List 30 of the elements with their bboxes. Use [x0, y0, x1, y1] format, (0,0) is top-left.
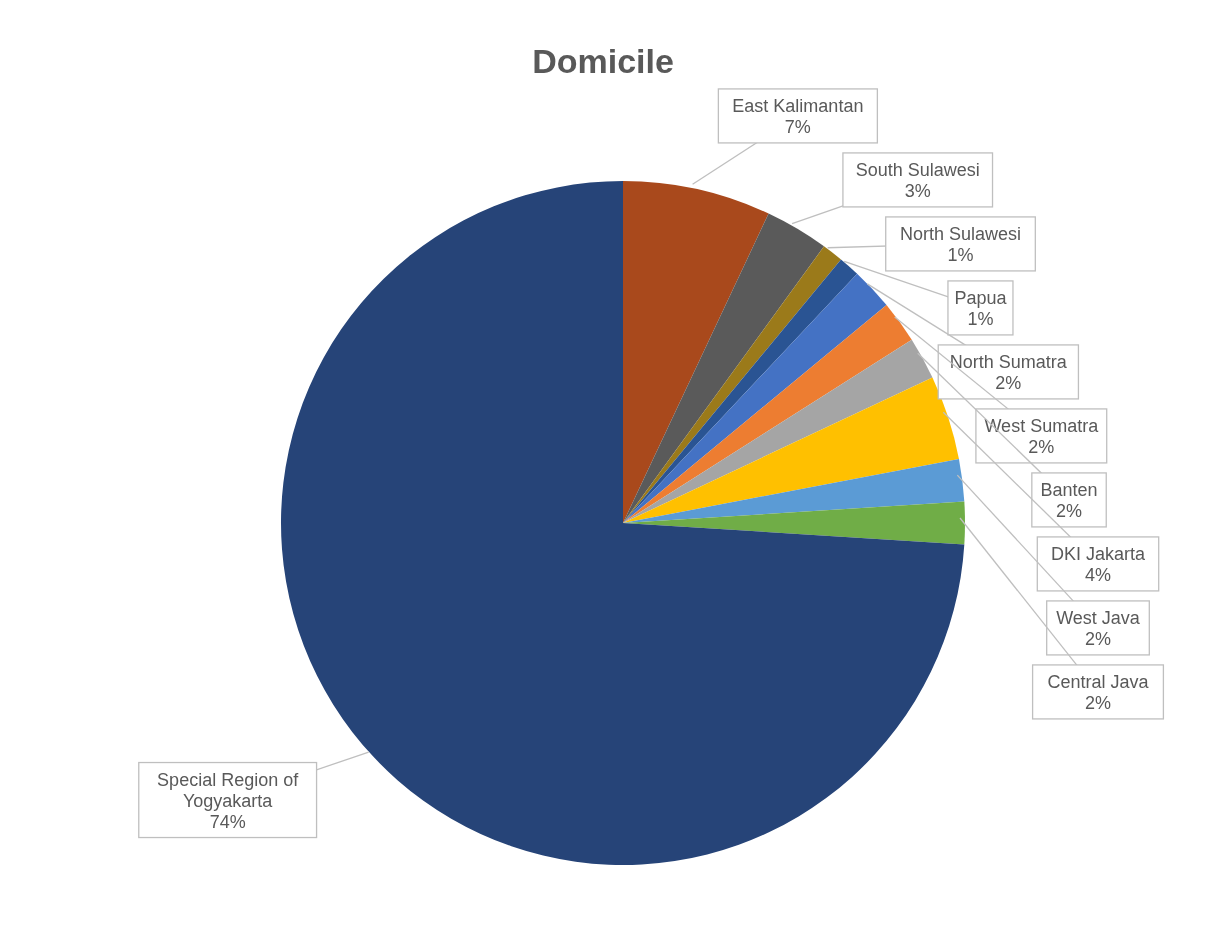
slice-label: West Java: [1056, 607, 1141, 628]
pie-slice: [623, 273, 887, 523]
pie-slice: [623, 305, 912, 523]
pie-slice: [623, 213, 825, 523]
slice-label: Central Java: [1047, 671, 1150, 692]
data-label: 2%: [1056, 500, 1083, 521]
slice-label: South Sulawesi: [855, 159, 980, 180]
slice-label: Banten: [1040, 479, 1098, 500]
slice-label: North Sumatra: [949, 351, 1068, 372]
data-label: 3%: [904, 180, 931, 201]
slice-label: Papua: [954, 287, 1008, 308]
data-label: 74%: [209, 811, 246, 832]
pie-slice: [623, 458, 965, 523]
pie-slice: [623, 339, 933, 523]
slice-label: North Sulawesi: [899, 223, 1022, 244]
data-label: 2%: [995, 372, 1022, 393]
slice-label: DKI Jakarta: [1050, 543, 1146, 564]
slice-label: West Sumatra: [984, 415, 1100, 436]
data-label: 2%: [1028, 436, 1055, 457]
data-label: 1%: [967, 308, 994, 329]
pie-slice: [623, 377, 959, 523]
slice-label: East Kalimantan: [732, 95, 864, 116]
data-label: 4%: [1084, 564, 1112, 585]
data-label: 2%: [1084, 692, 1112, 713]
slice-label: Special Region of Yogyakarta: [157, 769, 300, 811]
data-label: 7%: [784, 116, 811, 137]
data-label: 2%: [1084, 628, 1112, 649]
chart-title: Domicile: [531, 42, 675, 81]
data-label: 1%: [947, 244, 974, 265]
pie-slice: [623, 181, 769, 523]
